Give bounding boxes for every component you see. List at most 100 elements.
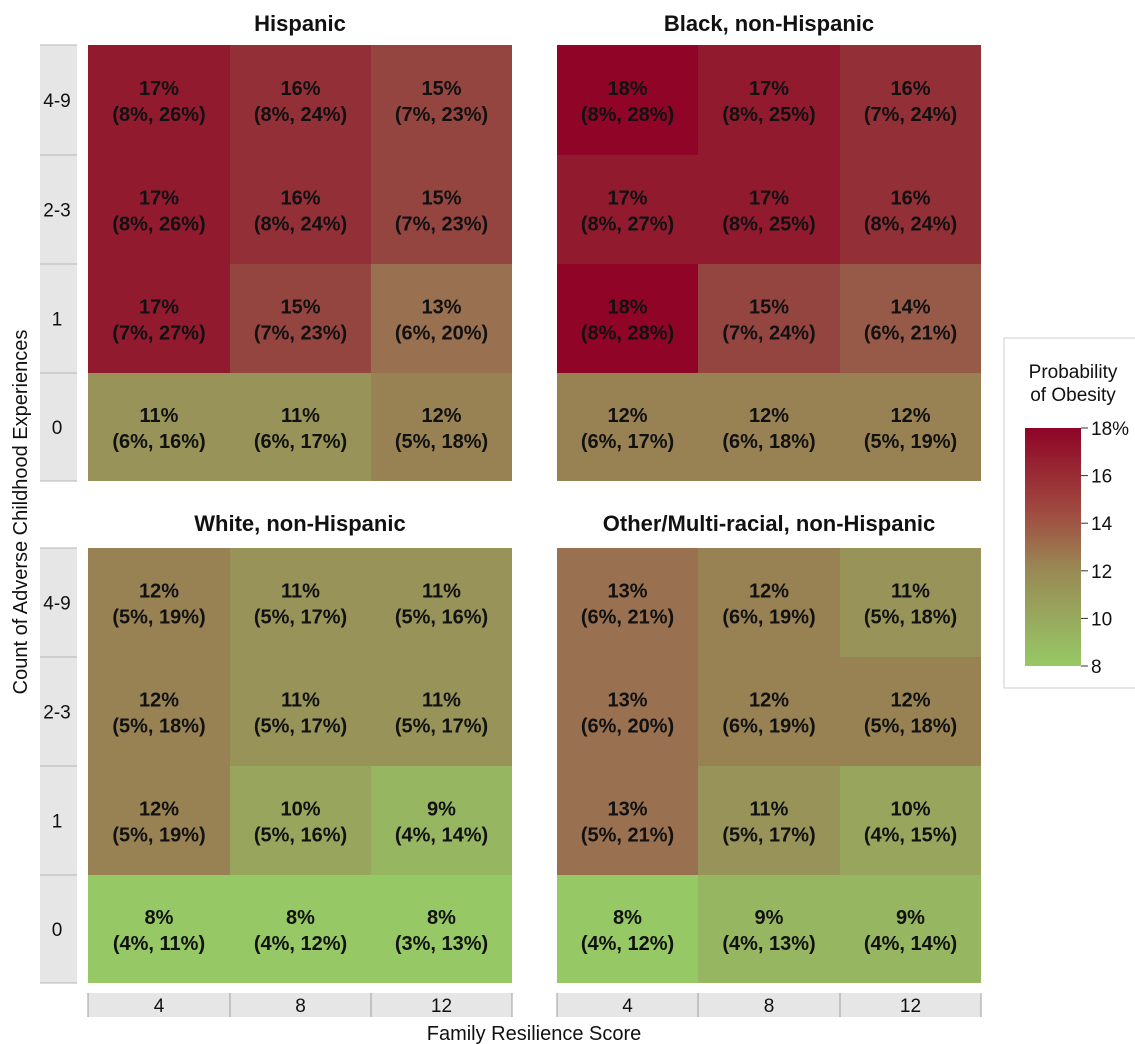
cell-ci-label: (4%, 12%)	[581, 933, 674, 955]
heatmap-cell	[557, 45, 698, 155]
cell-value-label: 17%	[139, 297, 179, 319]
cell-ci-label: (8%, 27%)	[581, 214, 674, 236]
cell-value-label: 15%	[421, 188, 461, 210]
heatmap-cell	[230, 373, 371, 481]
legend-color-bar	[1025, 428, 1081, 666]
heatmap-cell	[557, 766, 698, 875]
cell-value-label: 12%	[890, 690, 930, 712]
heatmap-cell	[371, 657, 512, 766]
cell-ci-label: (8%, 25%)	[722, 104, 815, 126]
heatmap-cell	[88, 264, 230, 373]
heatmap-cell	[557, 657, 698, 766]
cell-ci-label: (5%, 17%)	[254, 607, 347, 629]
cell-value-label: 15%	[749, 297, 789, 319]
cell-value-label: 12%	[139, 690, 179, 712]
cell-ci-label: (8%, 26%)	[112, 104, 205, 126]
heatmap-cell	[230, 155, 371, 264]
heatmap-cell	[230, 264, 371, 373]
cell-ci-label: (7%, 23%)	[395, 104, 488, 126]
cell-value-label: 16%	[890, 188, 930, 210]
cell-value-label: 14%	[890, 297, 930, 319]
cell-ci-label: (8%, 24%)	[254, 214, 347, 236]
cell-ci-label: (7%, 24%)	[864, 104, 957, 126]
cell-value-label: 12%	[749, 581, 789, 603]
cell-value-label: 11%	[140, 405, 179, 427]
cell-ci-label: (4%, 11%)	[113, 933, 205, 955]
cell-value-label: 16%	[890, 78, 930, 100]
cell-value-label: 11%	[422, 690, 461, 712]
panel-title: Black, non-Hispanic	[664, 11, 874, 36]
cell-ci-label: (6%, 21%)	[581, 607, 674, 629]
cell-ci-label: (5%, 17%)	[722, 825, 815, 847]
heatmap-cell	[840, 657, 981, 766]
legend-tick-label: 10	[1091, 609, 1112, 630]
heatmap-cell	[698, 548, 840, 657]
cell-ci-label: (5%, 17%)	[254, 716, 347, 738]
legend-tick-label: 14	[1091, 514, 1113, 535]
heatmap-cell	[371, 264, 512, 373]
cell-ci-label: (6%, 20%)	[581, 716, 674, 738]
panel-1: Black, non-Hispanic 18% (8%, 28%) 17% (8%, 2…	[557, 11, 981, 481]
column-strip	[557, 993, 981, 1017]
cell-ci-label: (6%, 21%)	[864, 323, 957, 345]
heatmap-cell	[88, 45, 230, 155]
row-label: 2-3	[43, 703, 70, 724]
cell-ci-label: (7%, 23%)	[395, 214, 488, 236]
row-label: 4-9	[43, 91, 70, 112]
cell-value-label: 9%	[427, 799, 456, 821]
heatmap-cell	[557, 373, 698, 481]
cell-ci-label: (6%, 18%)	[722, 431, 815, 453]
panel-title: Other/Multi-racial, non-Hispanic	[603, 511, 935, 536]
heatmap-cell	[698, 373, 840, 481]
heatmap-cell	[840, 373, 981, 481]
cell-value-label: 12%	[139, 581, 179, 603]
cell-ci-label: (4%, 13%)	[722, 933, 815, 955]
cell-ci-label: (8%, 25%)	[722, 214, 815, 236]
cell-value-label: 16%	[280, 78, 320, 100]
heatmap-cell	[371, 373, 512, 481]
cell-value-label: 15%	[421, 78, 461, 100]
cell-value-label: 12%	[749, 690, 789, 712]
panel-title: Hispanic	[254, 11, 346, 36]
cell-ci-label: (5%, 17%)	[395, 716, 488, 738]
cell-ci-label: (5%, 18%)	[112, 716, 205, 738]
heatmap-cell	[230, 875, 371, 983]
legend-tick-label: 16	[1091, 467, 1112, 488]
cell-ci-label: (7%, 23%)	[254, 323, 347, 345]
heatmap-cell	[557, 548, 698, 657]
column-label: 4	[154, 996, 165, 1017]
cell-ci-label: (3%, 13%)	[395, 933, 488, 955]
heatmap-cell	[840, 875, 981, 983]
panel-2: White, non-Hispanic 12% (5%, 19%) 11% (5%, 1…	[88, 511, 512, 983]
cell-ci-label: (4%, 14%)	[864, 933, 957, 955]
cell-value-label: 8%	[286, 907, 315, 929]
cell-value-label: 11%	[281, 690, 320, 712]
cell-value-label: 12%	[890, 405, 930, 427]
cell-ci-label: (5%, 16%)	[395, 607, 488, 629]
heatmap-cell	[230, 548, 371, 657]
heatmap-cell	[840, 155, 981, 264]
row-strip	[40, 45, 77, 481]
cell-ci-label: (8%, 28%)	[581, 104, 674, 126]
heatmap-cell	[557, 264, 698, 373]
column-label: 8	[295, 996, 306, 1017]
heatmap-cell	[698, 766, 840, 875]
heatmap-cell	[88, 373, 230, 481]
cell-value-label: 17%	[607, 188, 647, 210]
cell-value-label: 8%	[613, 907, 642, 929]
cell-ci-label: (6%, 20%)	[395, 323, 488, 345]
cell-value-label: 11%	[281, 405, 320, 427]
cell-ci-label: (6%, 17%)	[254, 431, 347, 453]
heatmap-cell	[88, 155, 230, 264]
column-strip	[88, 993, 512, 1017]
cell-value-label: 17%	[749, 188, 789, 210]
cell-value-label: 12%	[749, 405, 789, 427]
cell-ci-label: (5%, 16%)	[254, 825, 347, 847]
cell-ci-label: (8%, 24%)	[254, 104, 347, 126]
cell-ci-label: (5%, 18%)	[395, 431, 488, 453]
heatmap-cell	[371, 766, 512, 875]
cell-ci-label: (5%, 19%)	[112, 607, 205, 629]
row-label: 1	[52, 310, 63, 331]
heatmap-cell	[698, 264, 840, 373]
